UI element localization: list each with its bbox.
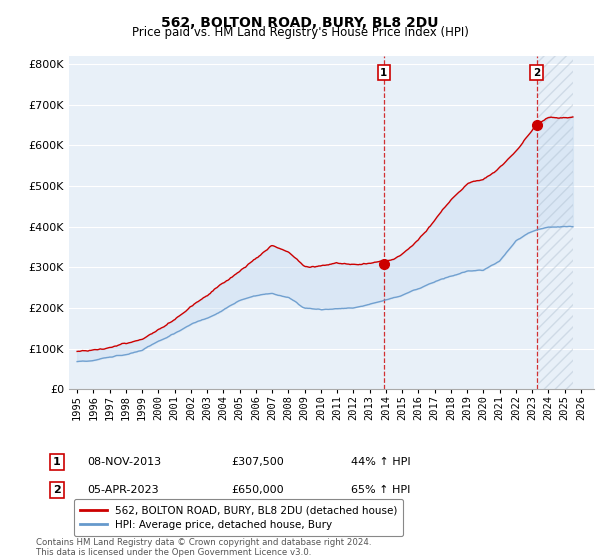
Text: £650,000: £650,000 — [231, 485, 284, 495]
Text: Price paid vs. HM Land Registry's House Price Index (HPI): Price paid vs. HM Land Registry's House … — [131, 26, 469, 39]
Text: 2: 2 — [533, 68, 540, 78]
Legend: 562, BOLTON ROAD, BURY, BL8 2DU (detached house), HPI: Average price, detached h: 562, BOLTON ROAD, BURY, BL8 2DU (detache… — [74, 500, 403, 536]
Text: £307,500: £307,500 — [231, 457, 284, 467]
Text: 65% ↑ HPI: 65% ↑ HPI — [351, 485, 410, 495]
Text: 08-NOV-2013: 08-NOV-2013 — [87, 457, 161, 467]
Text: 44% ↑ HPI: 44% ↑ HPI — [351, 457, 410, 467]
Text: 05-APR-2023: 05-APR-2023 — [87, 485, 158, 495]
Text: 562, BOLTON ROAD, BURY, BL8 2DU: 562, BOLTON ROAD, BURY, BL8 2DU — [161, 16, 439, 30]
Text: 1: 1 — [380, 68, 388, 78]
Text: Contains HM Land Registry data © Crown copyright and database right 2024.
This d: Contains HM Land Registry data © Crown c… — [36, 538, 371, 557]
Text: 1: 1 — [53, 457, 61, 467]
Text: 2: 2 — [53, 485, 61, 495]
